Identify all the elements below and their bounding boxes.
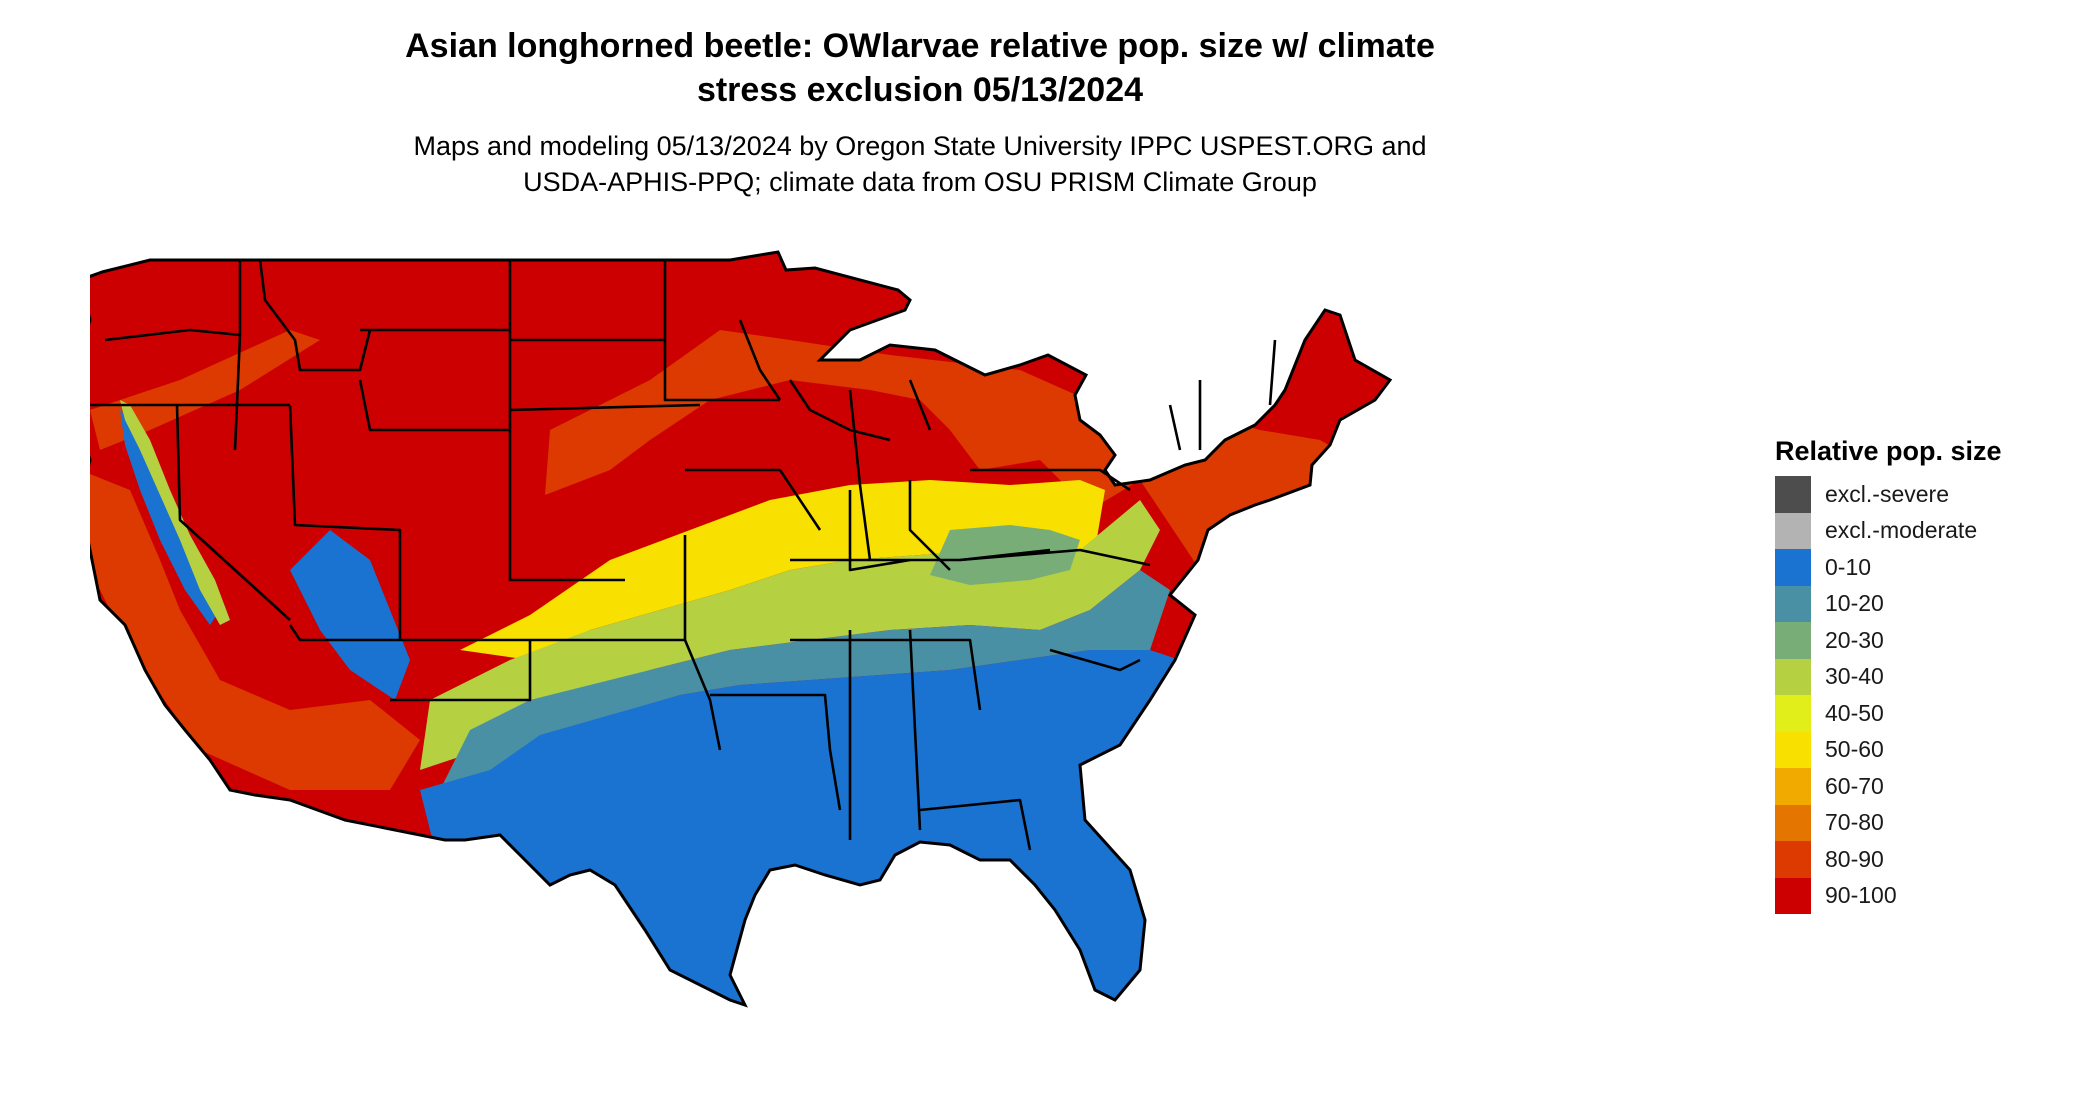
band-0-10-southwest	[290, 530, 410, 700]
legend-label: excl.-moderate	[1825, 517, 1978, 544]
legend-label: 10-20	[1825, 590, 1884, 617]
state-border-id-mt	[258, 259, 372, 372]
legend-item: 60-70	[1775, 768, 2075, 805]
legend-label: 50-60	[1825, 736, 1884, 763]
legend-swatch	[1775, 841, 1811, 878]
legend-swatch	[1775, 877, 1811, 914]
state-border-co-ks	[508, 260, 625, 582]
legend-item: 50-60	[1775, 731, 2075, 768]
us-map	[90, 230, 1760, 1110]
legend-swatch	[1775, 804, 1811, 841]
legend-swatch	[1775, 768, 1811, 805]
legend-item: 10-20	[1775, 585, 2075, 622]
state-border-ga-fl	[919, 798, 1032, 851]
legend-label: 70-80	[1825, 809, 1884, 836]
legend-label: 80-90	[1825, 845, 1884, 872]
legend-label: 20-30	[1825, 626, 1884, 653]
legend-swatch	[1775, 658, 1811, 695]
state-border-in-oh	[848, 490, 911, 572]
legend-item: 40-50	[1775, 695, 2075, 732]
state-border-va-nc	[959, 548, 1151, 567]
band-80-90-west	[90, 470, 420, 790]
state-border-mn-ia	[663, 260, 780, 402]
legend-swatch	[1775, 476, 1811, 513]
climate-bands	[90, 252, 1390, 1005]
band-80-90-northeast	[545, 330, 1390, 570]
band-80-90-northwest	[90, 330, 320, 450]
state-border-me-nh	[1268, 339, 1277, 406]
title-line-2: stress exclusion 05/13/2024	[696, 71, 1144, 109]
state-border-ms-al	[848, 629, 922, 840]
band-10-20	[440, 570, 1170, 790]
legend-item: 90-100	[1775, 877, 2075, 914]
state-borders	[90, 259, 1277, 851]
subtitle-line-2: USDA-APHIS-PPQ; climate data from OSU PR…	[523, 167, 1317, 197]
state-border-ar-la	[710, 693, 842, 811]
legend-label: 40-50	[1825, 699, 1884, 726]
legend-item: 0-10	[1775, 549, 2075, 586]
legend-item: 80-90	[1775, 841, 2075, 878]
legend-item: excl.-severe	[1775, 476, 2075, 513]
state-border-nv	[175, 404, 291, 621]
state-border-il-in	[848, 389, 872, 561]
legend-swatch	[1775, 695, 1811, 732]
map-legend: Relative pop. size excl.-severe excl.-mod…	[1775, 434, 2075, 914]
band-30-40-california	[120, 400, 230, 625]
state-border-sd-ne	[509, 403, 701, 412]
legend-swatch	[1775, 622, 1811, 659]
legend-swatch	[1775, 731, 1811, 768]
state-border-tx	[390, 639, 722, 751]
state-border-ia-mo	[685, 468, 822, 531]
legend-item: 30-40	[1775, 658, 2075, 695]
band-50-60	[460, 480, 1105, 660]
state-border-nc-sc	[1049, 648, 1141, 672]
legend-item: 20-30	[1775, 622, 2075, 659]
map-subtitle: Maps and modeling 05/13/2024 by Oregon S…	[250, 128, 1590, 200]
legend-label: 0-10	[1825, 553, 1872, 580]
state-border-az-nm	[288, 624, 530, 642]
legend-item: 70-80	[1775, 804, 2075, 841]
state-border-ny-vt	[1168, 380, 1202, 451]
legend-label: 60-70	[1825, 772, 1884, 799]
state-border-mi	[788, 379, 932, 442]
legend-swatch	[1775, 512, 1811, 549]
state-border-pa-ny	[970, 468, 1131, 492]
state-border-wi-mn	[738, 319, 782, 401]
legend-swatch	[1775, 585, 1811, 622]
title-line-1: Asian longhorned beetle: OWlarvae relati…	[405, 27, 1435, 65]
us-map-svg	[90, 250, 1392, 1007]
state-border-wa-or	[104, 328, 241, 342]
subtitle-line-1: Maps and modeling 05/13/2024 by Oregon S…	[413, 131, 1427, 161]
legend-label: excl.-severe	[1825, 480, 1949, 507]
legend-swatch	[1775, 549, 1811, 586]
legend-item: excl.-moderate	[1775, 512, 2075, 549]
legend-title: Relative pop. size	[1775, 436, 2002, 466]
state-border-ut	[288, 404, 402, 640]
state-border-id-west	[233, 260, 242, 451]
state-border-wy-co	[358, 379, 510, 432]
legend-label: 30-40	[1825, 663, 1884, 690]
state-border-oh-pa	[908, 480, 951, 571]
map-title: Asian longhorned beetle: OWlarvae relati…	[250, 24, 1590, 112]
legend-label: 90-100	[1825, 882, 1897, 909]
legend-items: excl.-severe excl.-moderate 0-10 10-20 20-30…	[1775, 476, 2075, 914]
